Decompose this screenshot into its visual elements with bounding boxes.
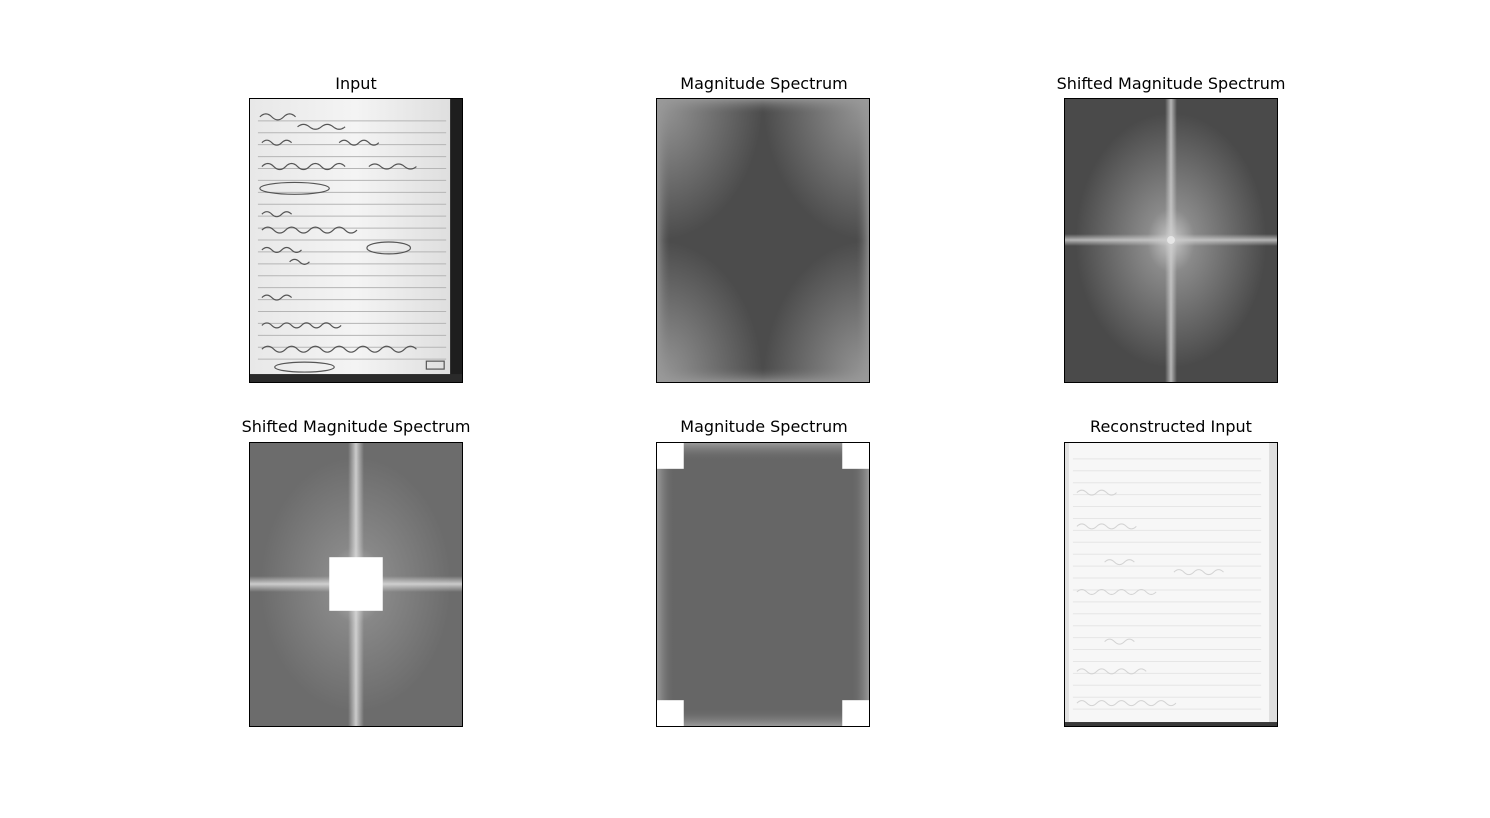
mask-square [329,557,383,611]
magnitude-spectrum-image [656,98,870,383]
masked-shifted-spectrum-image [249,442,463,727]
panel-title-reconstructed-input: Reconstructed Input [1090,417,1252,436]
panel-title-magnitude-spectrum-masked: Magnitude Spectrum [680,417,848,436]
panel-title-input: Input [335,74,377,93]
shifted-magnitude-spectrum-image [1064,98,1278,383]
mask-corner-bottom-right [842,700,869,726]
reconstructed-input-image [1064,442,1278,727]
input-image [249,98,463,383]
panel-title-shifted-magnitude-spectrum-masked: Shifted Magnitude Spectrum [241,417,471,436]
mask-corner-top-right [842,443,869,469]
panel-title-shifted-magnitude-spectrum: Shifted Magnitude Spectrum [1056,74,1286,93]
panel-title-magnitude-spectrum: Magnitude Spectrum [680,74,848,93]
masked-magnitude-spectrum-image [656,442,870,727]
mask-corner-top-left [657,443,684,469]
mask-corner-bottom-left [657,700,684,726]
